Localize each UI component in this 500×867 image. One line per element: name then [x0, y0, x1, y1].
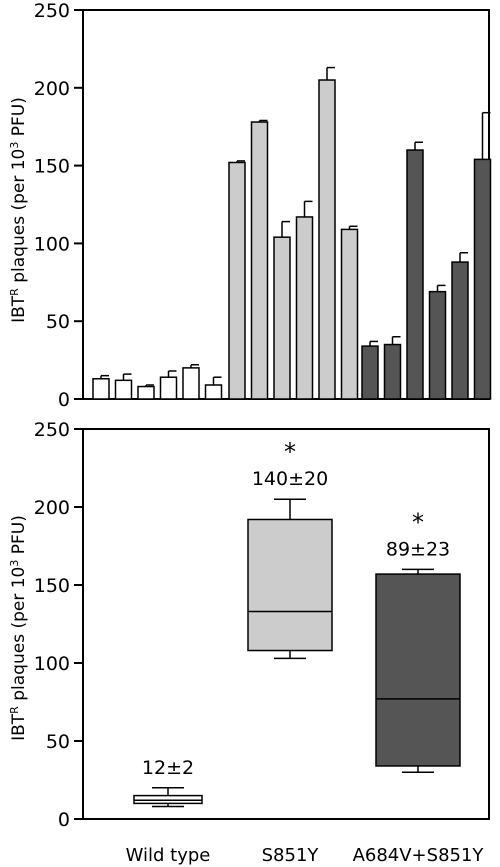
x-category-label: S851Y: [262, 845, 320, 866]
y-axis-title-top: IBTR plaques (per 103 PFU): [8, 97, 30, 323]
x-category-label: Wild type: [126, 845, 211, 866]
bar: [473, 158, 492, 400]
bar: [114, 379, 133, 400]
bar: [361, 345, 379, 400]
y-axis-title-end: PFU): [9, 515, 29, 560]
y-axis-title-mid: plaques (per 10: [9, 567, 29, 707]
y-axis-top: 0 50 100 150 200 250: [34, 0, 83, 411]
bar-series: [92, 66, 492, 400]
top-tick-label: 50: [46, 311, 70, 333]
y-axis-title-sup2: 3: [8, 560, 21, 567]
bar: [228, 161, 246, 400]
plot-frame-bottom: [82, 428, 490, 820]
box: [375, 573, 461, 767]
y-axis-title-mid: plaques (per 10: [9, 149, 29, 289]
bar: [340, 228, 359, 400]
x-category-label: A684V+S851Y: [353, 845, 485, 866]
bar: [137, 385, 155, 400]
bottom-tick-label: 100: [34, 653, 70, 675]
mean-annotation: 12±2: [142, 757, 194, 779]
y-axis-bottom: 0 50 100 150 200 250: [34, 419, 83, 831]
top-tick-label: 150: [34, 156, 70, 178]
top-tick-label: 100: [34, 233, 70, 255]
bar-chart-panel: 0 50 100 150 200 250 IBTR plaques (per 103 PF…: [8, 0, 492, 411]
significance-star: *: [412, 508, 424, 536]
mean-annotation: 140±20: [252, 468, 328, 490]
bottom-tick-label: 150: [34, 575, 70, 597]
top-tick-label: 0: [58, 389, 70, 411]
bar: [318, 79, 336, 400]
bar: [406, 149, 424, 400]
top-tick-label: 200: [34, 78, 70, 100]
significance-star: *: [284, 438, 296, 466]
bar: [428, 290, 447, 400]
box: [133, 794, 203, 805]
y-axis-title-main: IBT: [9, 295, 29, 323]
bottom-tick-label: 200: [34, 497, 70, 519]
bottom-tick-label: 50: [46, 731, 70, 753]
bar: [295, 216, 314, 400]
bar: [383, 343, 402, 400]
bar: [92, 378, 110, 400]
bar: [451, 261, 469, 400]
y-axis-title-sup1: R: [8, 706, 21, 714]
bar: [273, 236, 291, 400]
y-axis-title-sup1: R: [8, 288, 21, 296]
bar: [204, 384, 223, 400]
mean-annotation: 89±23: [386, 538, 450, 560]
y-axis-title-sup2: 3: [8, 142, 21, 149]
box: [247, 518, 333, 652]
bar: [159, 376, 178, 400]
bottom-tick-label: 250: [34, 419, 70, 441]
y-axis-title-end: PFU): [9, 97, 29, 142]
bar: [250, 121, 269, 400]
y-axis-title-main: IBT: [9, 713, 29, 741]
bar: [182, 367, 200, 400]
y-axis-title-bottom: IBTR plaques (per 103 PFU): [8, 515, 30, 741]
top-tick-label: 250: [34, 0, 70, 22]
bottom-tick-label: 0: [58, 809, 70, 831]
